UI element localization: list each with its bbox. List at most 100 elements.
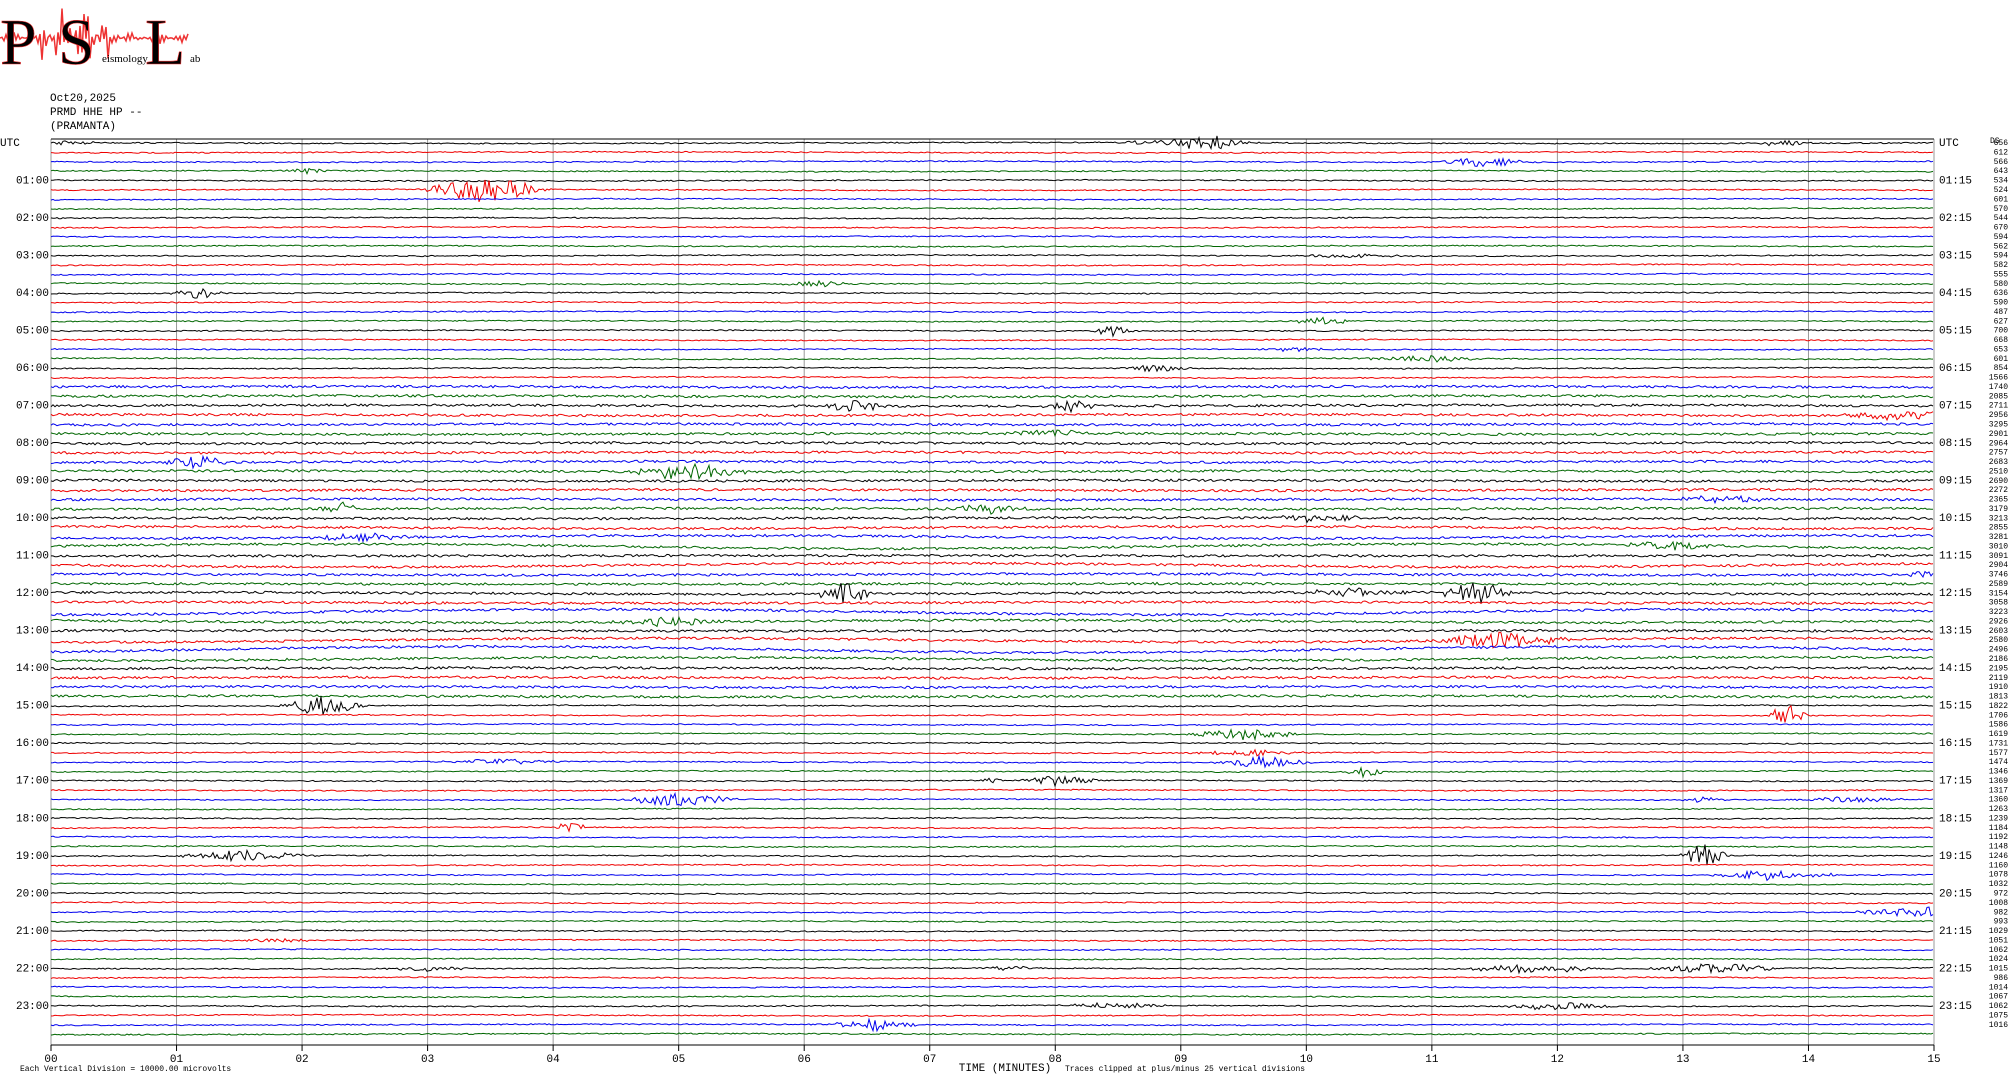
trace xyxy=(51,456,1933,468)
right-time-label: 21:15 xyxy=(1939,926,1972,938)
trace xyxy=(51,676,1933,679)
trace-scale: 2956 xyxy=(1989,411,2008,420)
trace-scale: 555 xyxy=(1994,270,2009,279)
trace-scale: 1062 xyxy=(1989,1002,2008,1011)
trace-scale: 1586 xyxy=(1989,721,2008,730)
trace xyxy=(51,254,1933,258)
left-time-label: 19:00 xyxy=(16,851,49,863)
x-tick-label: 07 xyxy=(923,1054,936,1066)
trace xyxy=(51,583,1933,603)
trace xyxy=(51,768,1933,777)
trace xyxy=(51,385,1933,388)
trace-scale: 590 xyxy=(1994,299,2009,308)
left-time-label: 16:00 xyxy=(16,738,49,750)
trace xyxy=(51,533,1933,541)
left-time-label: 06:00 xyxy=(16,363,49,375)
right-time-label: 20:15 xyxy=(1939,888,1972,900)
trace xyxy=(51,601,1933,605)
trace xyxy=(51,264,1933,266)
trace-scale: 3746 xyxy=(1989,571,2008,580)
trace-scale: 653 xyxy=(1994,345,2009,354)
left-time-label: 22:00 xyxy=(16,963,49,975)
trace-scale: 594 xyxy=(1994,252,2009,261)
trace-scale: 972 xyxy=(1994,890,2009,899)
trace-scale: 570 xyxy=(1994,205,2009,214)
trace xyxy=(51,645,1933,653)
trace xyxy=(51,502,1933,514)
trace-scale: 982 xyxy=(1994,908,2009,917)
trace-scale: 2683 xyxy=(1989,458,2008,467)
trace xyxy=(51,542,1933,550)
trace-scale: 2603 xyxy=(1989,627,2008,636)
logo-letter: P xyxy=(0,6,37,79)
left-time-label: 15:00 xyxy=(16,701,49,713)
trace xyxy=(51,423,1933,426)
trace xyxy=(51,412,1933,420)
trace-scale: 1075 xyxy=(1989,1011,2008,1020)
trace-scale: 3295 xyxy=(1989,421,2008,430)
trace xyxy=(51,273,1933,275)
trace-scale: 1813 xyxy=(1989,693,2008,702)
trace xyxy=(51,907,1933,916)
trace-scale: 2589 xyxy=(1989,580,2008,589)
header-date: Oct20,2025 xyxy=(50,93,116,105)
trace-scale: 524 xyxy=(1994,186,2009,195)
left-time-label: 21:00 xyxy=(16,926,49,938)
trace-scale: 670 xyxy=(1994,224,2009,233)
trace-scale: 1192 xyxy=(1989,833,2008,842)
trace xyxy=(51,930,1933,932)
trace xyxy=(51,317,1933,324)
trace xyxy=(51,883,1933,885)
trace xyxy=(51,730,1933,740)
trace xyxy=(51,1033,1933,1035)
trace xyxy=(51,562,1933,568)
trace-scale: 1566 xyxy=(1989,374,2008,383)
trace xyxy=(51,986,1933,988)
left-time-label: 11:00 xyxy=(16,551,49,563)
trace xyxy=(51,964,1933,973)
trace xyxy=(51,977,1933,979)
trace-scale: 1148 xyxy=(1989,843,2008,852)
right-time-label: 05:15 xyxy=(1939,326,1972,338)
trace xyxy=(51,136,1933,149)
trace xyxy=(51,794,1933,806)
trace-scale: 700 xyxy=(1994,327,2009,336)
trace-scale: 1360 xyxy=(1989,796,2008,805)
trace-scale: 594 xyxy=(1994,233,2009,242)
right-time-label: 02:15 xyxy=(1939,213,1972,225)
trace xyxy=(51,339,1933,341)
trace-scale: 582 xyxy=(1994,261,2009,270)
x-axis-title: TIME (MINUTES) xyxy=(959,1063,1051,1075)
right-time-label: 19:15 xyxy=(1939,851,1972,863)
x-tick-label: 05 xyxy=(672,1054,685,1066)
trace xyxy=(51,479,1933,482)
trace xyxy=(51,1003,1933,1010)
trace xyxy=(51,939,1933,942)
trace-scale: 643 xyxy=(1994,167,2009,176)
trace-scale: 854 xyxy=(1994,364,2009,373)
trace xyxy=(51,845,1933,865)
trace-scale: 3223 xyxy=(1989,608,2008,617)
trace-scale: 1740 xyxy=(1989,383,2008,392)
logo-small: eismology xyxy=(102,53,148,65)
trace-scale: 1024 xyxy=(1989,955,2008,964)
trace xyxy=(51,582,1933,585)
trace-scale: 636 xyxy=(1994,289,2009,298)
trace xyxy=(51,289,1933,298)
trace-scale: 2757 xyxy=(1989,449,2008,458)
trace xyxy=(51,151,1933,153)
left-time-label: 05:00 xyxy=(16,326,49,338)
right-time-label: 01:15 xyxy=(1939,175,1972,187)
trace-scale: 986 xyxy=(1994,974,2009,983)
trace xyxy=(51,180,1933,202)
trace xyxy=(51,401,1933,412)
trace-scale: 601 xyxy=(1994,195,2009,204)
trace xyxy=(51,496,1933,503)
trace xyxy=(51,685,1933,688)
trace-scale: 3010 xyxy=(1989,542,2008,551)
trace xyxy=(51,608,1933,616)
trace-scale: 1239 xyxy=(1989,814,2008,823)
trace-scale: 2195 xyxy=(1989,664,2008,673)
trace xyxy=(51,724,1933,726)
